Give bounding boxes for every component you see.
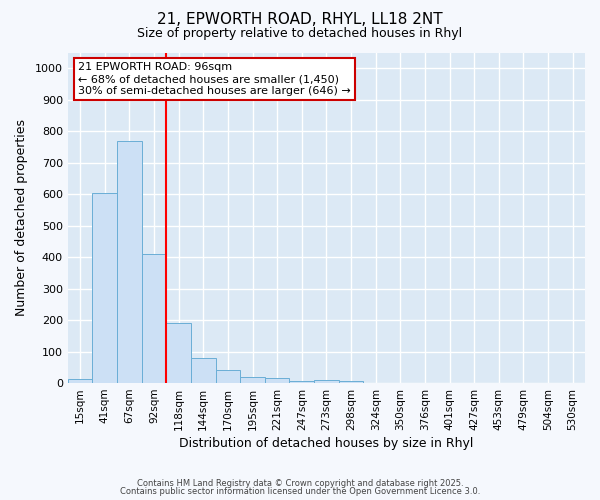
Bar (68, 380, 92, 383)
Y-axis label: Number of detached properties: Number of detached properties (15, 120, 28, 316)
Bar (117, 140, 142, 383)
Bar (215, 370, 240, 383)
Text: Contains public sector information licensed under the Open Government Licence 3.: Contains public sector information licen… (120, 487, 480, 496)
Bar (142, 254, 166, 383)
X-axis label: Distribution of detached houses by size in Rhyl: Distribution of detached houses by size … (179, 437, 473, 450)
Bar (265, 378, 289, 383)
Bar (92, 192, 117, 383)
Bar (339, 382, 364, 383)
Bar (289, 380, 314, 383)
Text: Size of property relative to detached houses in Rhyl: Size of property relative to detached ho… (137, 28, 463, 40)
Bar (191, 358, 215, 383)
Bar (314, 380, 339, 383)
Text: 21, EPWORTH ROAD, RHYL, LL18 2NT: 21, EPWORTH ROAD, RHYL, LL18 2NT (157, 12, 443, 28)
Text: Contains HM Land Registry data © Crown copyright and database right 2025.: Contains HM Land Registry data © Crown c… (137, 478, 463, 488)
Bar (166, 322, 191, 383)
Text: 21 EPWORTH ROAD: 96sqm
← 68% of detached houses are smaller (1,450)
30% of semi-: 21 EPWORTH ROAD: 96sqm ← 68% of detached… (78, 62, 351, 96)
Bar (240, 378, 265, 383)
